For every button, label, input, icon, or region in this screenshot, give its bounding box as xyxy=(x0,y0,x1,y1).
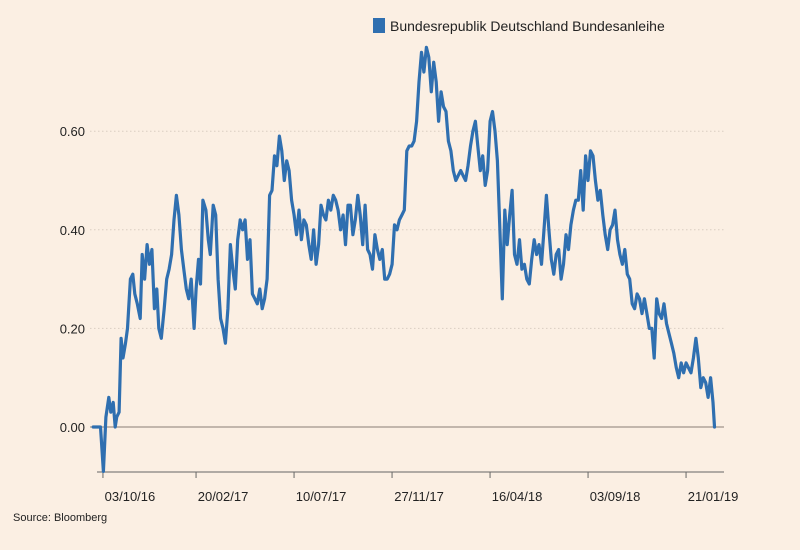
x-tick-label: 10/07/17 xyxy=(296,489,347,504)
x-tick-label: 16/04/18 xyxy=(492,489,543,504)
gridlines xyxy=(90,130,724,428)
x-axis: 03/10/16 20/02/17 10/07/17 27/11/17 16/04/18… xyxy=(97,471,739,504)
series-line-0 xyxy=(91,45,717,473)
x-tick-label: 20/02/17 xyxy=(198,489,249,504)
legend-swatch xyxy=(373,18,385,33)
y-tick-label: 0.20 xyxy=(60,321,85,336)
y-tick-label: 0.60 xyxy=(60,124,85,139)
x-tick-label: 21/01/19 xyxy=(688,489,739,504)
series-layer xyxy=(91,45,717,473)
y-tick-label: 0.00 xyxy=(60,420,85,435)
x-tick-label: 27/11/17 xyxy=(394,489,444,504)
y-tick-label: 0.40 xyxy=(60,223,85,238)
legend: Bundesrepublik Deutschland Bundesanleihe xyxy=(373,18,665,34)
source-note: Source: Bloomberg xyxy=(13,512,107,524)
y-axis-labels: 0.00 0.20 0.40 0.60 xyxy=(60,124,85,435)
x-tick-label: 03/10/16 xyxy=(105,489,156,504)
legend-label: Bundesrepublik Deutschland Bundesanleihe xyxy=(390,18,665,34)
x-tick-label: 03/09/18 xyxy=(590,489,641,504)
